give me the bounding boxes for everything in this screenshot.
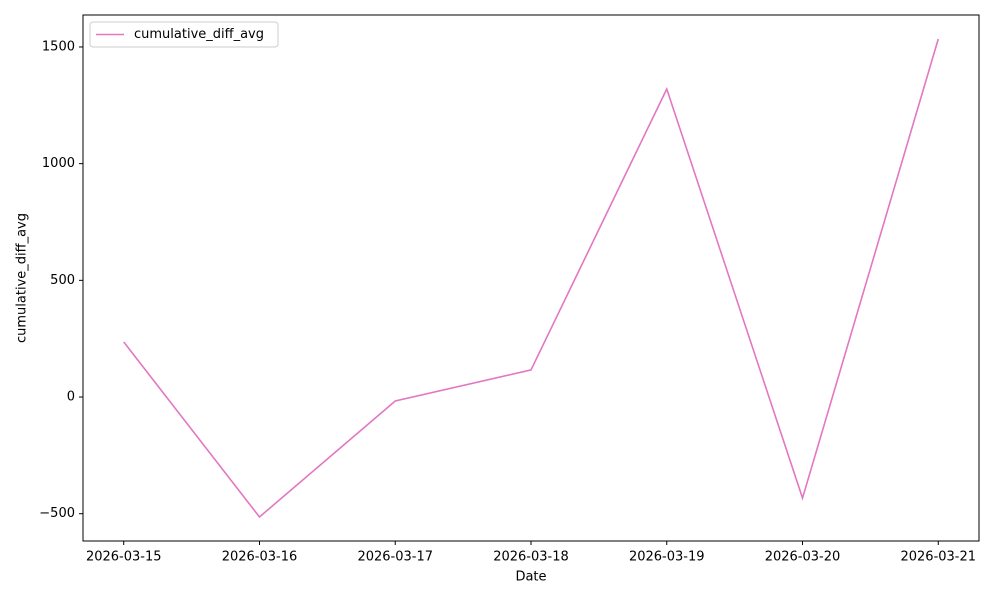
y-axis-label: cumulative_diff_avg: [15, 213, 30, 343]
x-tick-label: 2026-03-16: [222, 550, 298, 565]
y-tick-label: 0: [67, 390, 75, 405]
y-tick-label: −500: [39, 506, 75, 521]
y-tick-label: 1000: [42, 156, 75, 171]
x-tick-label: 2026-03-19: [629, 550, 705, 565]
x-tick-label: 2026-03-18: [493, 550, 569, 565]
x-axis-label: Date: [515, 570, 546, 585]
y-tick-label: 500: [50, 273, 75, 288]
legend-label: cumulative_diff_avg: [134, 27, 264, 42]
y-tick-label: 1500: [42, 39, 75, 54]
x-tick-label: 2026-03-17: [357, 550, 433, 565]
x-tick-label: 2026-03-15: [86, 550, 162, 565]
line-series: [123, 38, 940, 519]
x-tick-label: 2026-03-20: [765, 550, 841, 565]
legend-box: [89, 21, 279, 48]
x-tick-label: 2026-03-21: [900, 550, 976, 565]
